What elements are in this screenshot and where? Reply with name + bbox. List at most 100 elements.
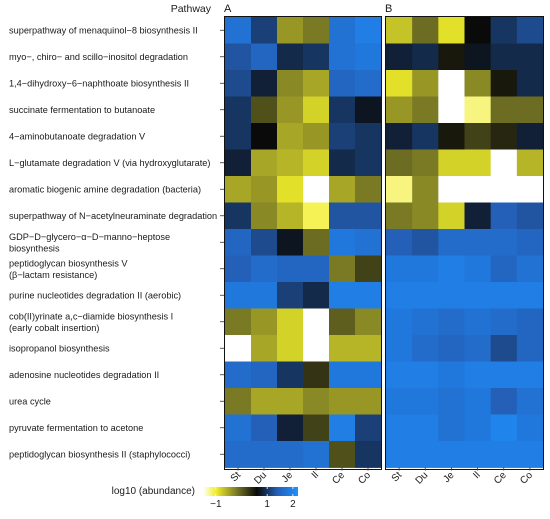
panel-b-cell-r0-c3: [464, 17, 492, 44]
panel-b-cell-r5-c3: [464, 149, 492, 177]
panel-a-tick-co: Co: [356, 470, 373, 487]
row-label-0-line-0: superpathway of menaquinol−8 biosynthesi…: [9, 26, 198, 36]
panel-a-cell-r6-c1: [251, 176, 278, 203]
panel-a-cell-r1-c2: [277, 43, 304, 71]
panel-a-label: A: [224, 3, 232, 15]
panel-a-cell-r6-c4: [329, 176, 356, 203]
panel-a-cell-r0-c4: [329, 17, 356, 44]
panel-a-cell-r11-c1: [251, 308, 278, 336]
panel-a-cell-r3-c1: [251, 96, 278, 124]
panel-a-cell-r4-c5: [355, 123, 382, 150]
panel-a-cell-r9-c2: [277, 255, 304, 283]
panel-b-cell-r5-c5: [516, 149, 544, 177]
row-label-15: pyruvate fermentation to acetone: [9, 423, 224, 433]
panel-a-cell-r5-c3: [303, 149, 330, 177]
panel-a-cell-r11-c2: [277, 308, 304, 336]
panel-a-cell-r8-c5: [355, 229, 382, 256]
panel-b-cell-r12-c5: [516, 335, 544, 362]
panel-a-x-ticks: St Du Je Il Ce Co: [229, 467, 373, 487]
panel-b-cell-r13-c3: [464, 361, 492, 389]
panel-a-cell-r14-c4: [329, 388, 356, 415]
panel-b-cell-r10-c5: [516, 282, 544, 309]
panel-a-cell-r2-c4: [329, 70, 356, 97]
panel-b-cell-r4-c4: [490, 123, 518, 150]
panel-b-cell-r10-c4: [490, 282, 518, 309]
panel-a-cell-r0-c5: [355, 17, 382, 44]
colorbar-tick-label-1: 1: [264, 499, 270, 510]
panel-b-cell-r3-c0: [386, 96, 413, 124]
panel-a-cell-r2-c5: [355, 70, 382, 97]
row-label-8-line-1: biosynthesis: [9, 243, 60, 253]
row-label-6: aromatic biogenic amine degradation (bac…: [9, 185, 224, 195]
panel-a-cell-r5-c0: [225, 149, 252, 177]
panel-b-cell-r9-c1: [412, 255, 439, 283]
panel-a-tick-du: Du: [252, 470, 269, 487]
panel-b-cell-r3-c3: [464, 96, 492, 124]
panel-b-cell-r10-c1: [412, 282, 439, 309]
panel-b-cell-r1-c3: [464, 43, 492, 71]
panel-b-cell-r4-c5: [516, 123, 544, 150]
panel-b-cell-r5-c1: [412, 149, 439, 177]
panel-a-cell-r6-c5: [355, 176, 382, 203]
panel-a-cell-r15-c1: [251, 414, 278, 442]
panel-b-cell-r8-c1: [412, 229, 439, 256]
panel-a-cell-r9-c0: [225, 255, 252, 283]
panel-a-cell-r11-c3: [303, 308, 330, 336]
panel-a-cell-r6-c0: [225, 176, 252, 203]
panel-b-cell-r9-c4: [490, 255, 518, 283]
panel-b-cell-r15-c3: [464, 414, 492, 442]
panel-a-cell-r0-c3: [303, 17, 330, 44]
panel-b-cell-r4-c3: [464, 123, 492, 150]
row-label-8: GDP−D−glycero−α−D−manno−heptosebiosynthe…: [9, 232, 224, 253]
panel-b-cell-r7-c2: [438, 202, 465, 230]
panel-b-cell-r5-c2: [438, 149, 465, 177]
panel-a-cell-r10-c1: [251, 282, 278, 309]
row-label-5-line-0: L−glutamate degradation V (via hydroxygl…: [9, 158, 210, 168]
panel-a-cell-r14-c1: [251, 388, 278, 415]
panel-a-cell-r10-c4: [329, 282, 356, 309]
panel-a-cell-r9-c5: [355, 255, 382, 283]
panel-b-cell-r2-c3: [464, 70, 492, 97]
panel-b-cell-r12-c2: [438, 335, 465, 362]
panel-b-cell-r7-c1: [412, 202, 439, 230]
panel-b-frame: [385, 16, 544, 470]
panel-a-tick-st: St: [229, 470, 244, 485]
panel-b-cell-r15-c5: [516, 414, 544, 442]
panel-a-cell-r13-c4: [329, 361, 356, 389]
row-label-1-line-0: myo−, chiro− and scillo−inositol degrada…: [9, 52, 188, 62]
colorbar-tick-label-2: 2: [290, 499, 296, 510]
panel-b-cell-r11-c1: [412, 308, 439, 336]
panel-b-cell-r15-c2: [438, 414, 465, 442]
panel-b-cell-r9-c5: [516, 255, 544, 283]
panel-a-cell-r3-c3: [303, 96, 330, 124]
panel-a-tick-il: Il: [310, 470, 321, 481]
panel-a-cell-r7-c0: [225, 202, 252, 230]
panel-a-cell-r7-c1: [251, 202, 278, 230]
panel-b-cell-r12-c0: [386, 335, 413, 362]
panel-b-cell-r16-c4: [490, 441, 518, 468]
panel-b-tick-co: Co: [518, 470, 535, 487]
panel-a-cell-r16-c3: [303, 441, 330, 468]
panel-b-cell-r0-c0: [386, 17, 413, 44]
row-label-8-line-0: GDP−D−glycero−α−D−manno−heptose: [9, 232, 170, 242]
panel-a-cell-r3-c0: [225, 96, 252, 124]
panel-a-cell-r12-c5: [355, 335, 382, 362]
panel-b-cell-r16-c3: [464, 441, 492, 468]
panel-b-tick-st: St: [390, 470, 405, 485]
panel-b-cell-r6-c5: [516, 176, 544, 203]
panel-a-frame: [224, 16, 382, 470]
panel-b-cell-r14-c1: [412, 388, 439, 415]
panel-b-cell-r9-c2: [438, 255, 465, 283]
panel-a-cell-r16-c1: [251, 441, 278, 468]
panel-a-cell-r14-c0: [225, 388, 252, 415]
panel-b-cell-r11-c2: [438, 308, 465, 336]
panel-a-cell-r5-c1: [251, 149, 278, 177]
panel-a-cell-r1-c4: [329, 43, 356, 71]
panel-a-cell-r11-c5: [355, 308, 382, 336]
panel-b-cell-r2-c1: [412, 70, 439, 97]
panel-b-cell-r15-c0: [386, 414, 413, 442]
panel-b-cell-r12-c4: [490, 335, 518, 362]
panel-b-cell-r13-c4: [490, 361, 518, 389]
panel-a-cell-r4-c3: [303, 123, 330, 150]
